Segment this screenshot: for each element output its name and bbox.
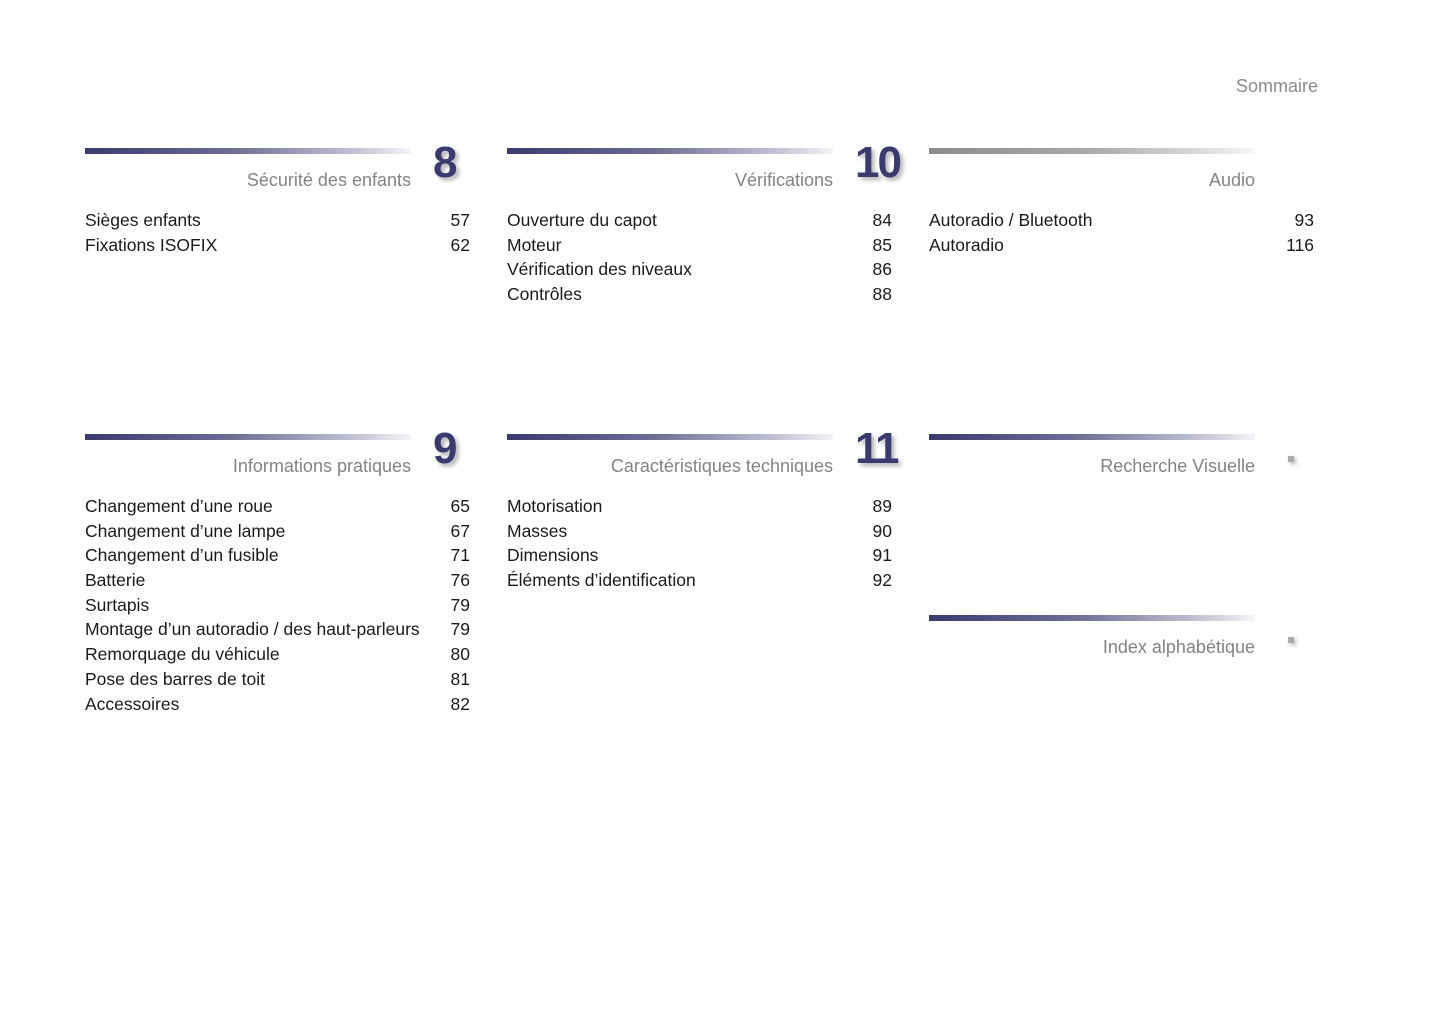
toc-entry[interactable]: Batterie 76 (85, 568, 470, 593)
entry-list: Autoradio / Bluetooth 93 Autoradio 116 (929, 208, 1314, 257)
entry-label: Remorquage du véhicule (85, 644, 280, 665)
entry-label: Dimensions (507, 545, 599, 566)
toc-entry[interactable]: Surtapis 79 (85, 593, 470, 618)
section-title[interactable]: Sécurité des enfants (246, 170, 411, 190)
toc-entry[interactable]: Moteur 85 (507, 233, 892, 258)
entry-list: Sièges enfants 57 Fixations ISOFIX 62 (85, 208, 470, 257)
section-title[interactable]: Index alphabétique (1102, 637, 1255, 657)
toc-entry[interactable]: Pose des barres de toit 81 (85, 667, 470, 692)
entry-page: 80 (450, 644, 470, 665)
entry-label: Autoradio (929, 234, 1004, 255)
section-number: 10 (855, 138, 902, 187)
entry-page: 89 (872, 496, 892, 516)
toc-entry[interactable]: Autoradio 116 (929, 233, 1314, 258)
toc-entry[interactable]: Montage d’un autoradio / des haut-parleu… (85, 617, 470, 642)
section-bar (507, 434, 833, 440)
entry-label: Surtapis (85, 594, 150, 615)
entry-page: 82 (450, 693, 470, 714)
toc-entry[interactable]: Motorisation 89 (507, 494, 892, 519)
section-title[interactable]: Audio (1208, 170, 1255, 190)
toc-entry[interactable]: Fixations ISOFIX 62 (85, 233, 470, 258)
entry-label: Moteur (507, 234, 562, 255)
entry-list: Ouverture du capot 84 Moteur 85 Vérification… (507, 208, 892, 307)
section-marker-icon (1288, 456, 1294, 462)
section-bar (507, 148, 833, 154)
toc-entry[interactable]: Dimensions 91 (507, 543, 892, 568)
entry-label: Montage d’un autoradio / des haut-parleu… (85, 619, 420, 640)
section-title[interactable]: Recherche Visuelle (1100, 456, 1255, 476)
entry-label: Sièges enfants (85, 210, 201, 230)
entry-list: Motorisation 89 Masses 90 Dimensions 91 Élémen… (507, 494, 892, 593)
section-bar (929, 434, 1255, 440)
entry-page: 71 (450, 545, 470, 566)
toc-entry[interactable]: Accessoires 82 (85, 692, 470, 717)
toc-entry[interactable]: Sièges enfants 57 (85, 208, 470, 233)
toc-entry[interactable]: Ouverture du capot 84 (507, 208, 892, 233)
section-title[interactable]: Vérifications (734, 170, 833, 190)
entry-label: Fixations ISOFIX (85, 234, 218, 255)
entry-label: Motorisation (507, 496, 603, 516)
entry-page: 79 (450, 594, 470, 615)
entry-page: 91 (872, 545, 892, 566)
entry-label: Ouverture du capot (507, 210, 657, 230)
section-title[interactable]: Informations pratiques (232, 456, 411, 476)
entry-label: Contrôles (507, 284, 582, 305)
toc-entry[interactable]: Changement d’un fusible 71 (85, 543, 470, 568)
toc-entry[interactable]: Changement d’une roue 65 (85, 494, 470, 519)
section-title[interactable]: Caractéristiques techniques (610, 456, 833, 476)
section-bar (85, 434, 411, 440)
entry-label: Masses (507, 520, 568, 541)
section-number: 11 (855, 424, 899, 473)
entry-page: 86 (872, 259, 892, 280)
toc-entry[interactable]: Autoradio / Bluetooth 93 (929, 208, 1314, 233)
entry-label: Vérification des niveaux (507, 259, 692, 280)
entry-label: Pose des barres de toit (85, 668, 265, 689)
entry-label: Changement d’une roue (85, 496, 273, 516)
entry-page: 84 (872, 210, 892, 230)
entry-label: Batterie (85, 570, 146, 591)
toc-entry[interactable]: Contrôles 88 (507, 282, 892, 307)
section-number: 8 (433, 138, 458, 187)
entry-label: Changement d’un fusible (85, 545, 279, 566)
section-bar (929, 148, 1255, 154)
entry-page: 90 (872, 520, 892, 541)
entry-page: 79 (450, 619, 470, 640)
entry-page: 85 (872, 234, 892, 255)
section-bar (85, 148, 411, 154)
toc-entry[interactable]: Éléments d’identification 92 (507, 568, 892, 593)
section-number: 9 (433, 424, 458, 473)
entry-label: Changement d’une lampe (85, 520, 286, 541)
entry-page: 88 (872, 284, 892, 305)
toc-entry[interactable]: Masses 90 (507, 519, 892, 544)
entry-label: Éléments d’identification (507, 570, 696, 591)
entry-page: 67 (450, 520, 470, 541)
entry-page: 92 (872, 570, 892, 591)
entry-page: 65 (450, 496, 470, 516)
entry-page: 57 (450, 210, 470, 230)
entry-list: Changement d’une roue 65 Changement d’une … (85, 494, 470, 716)
page-header-title: Sommaire (1235, 76, 1318, 96)
section-bar (929, 615, 1255, 621)
entry-label: Accessoires (85, 693, 180, 714)
toc-entry[interactable]: Remorquage du véhicule 80 (85, 642, 470, 667)
entry-page: 93 (1294, 210, 1314, 230)
entry-page: 81 (450, 668, 470, 689)
section-marker-icon (1288, 637, 1294, 643)
entry-page: 116 (1286, 234, 1314, 255)
entry-label: Autoradio / Bluetooth (929, 210, 1093, 230)
toc-entry[interactable]: Vérification des niveaux 86 (507, 257, 892, 282)
entry-page: 62 (450, 234, 470, 255)
entry-page: 76 (450, 570, 470, 591)
toc-entry[interactable]: Changement d’une lampe 67 (85, 519, 470, 544)
